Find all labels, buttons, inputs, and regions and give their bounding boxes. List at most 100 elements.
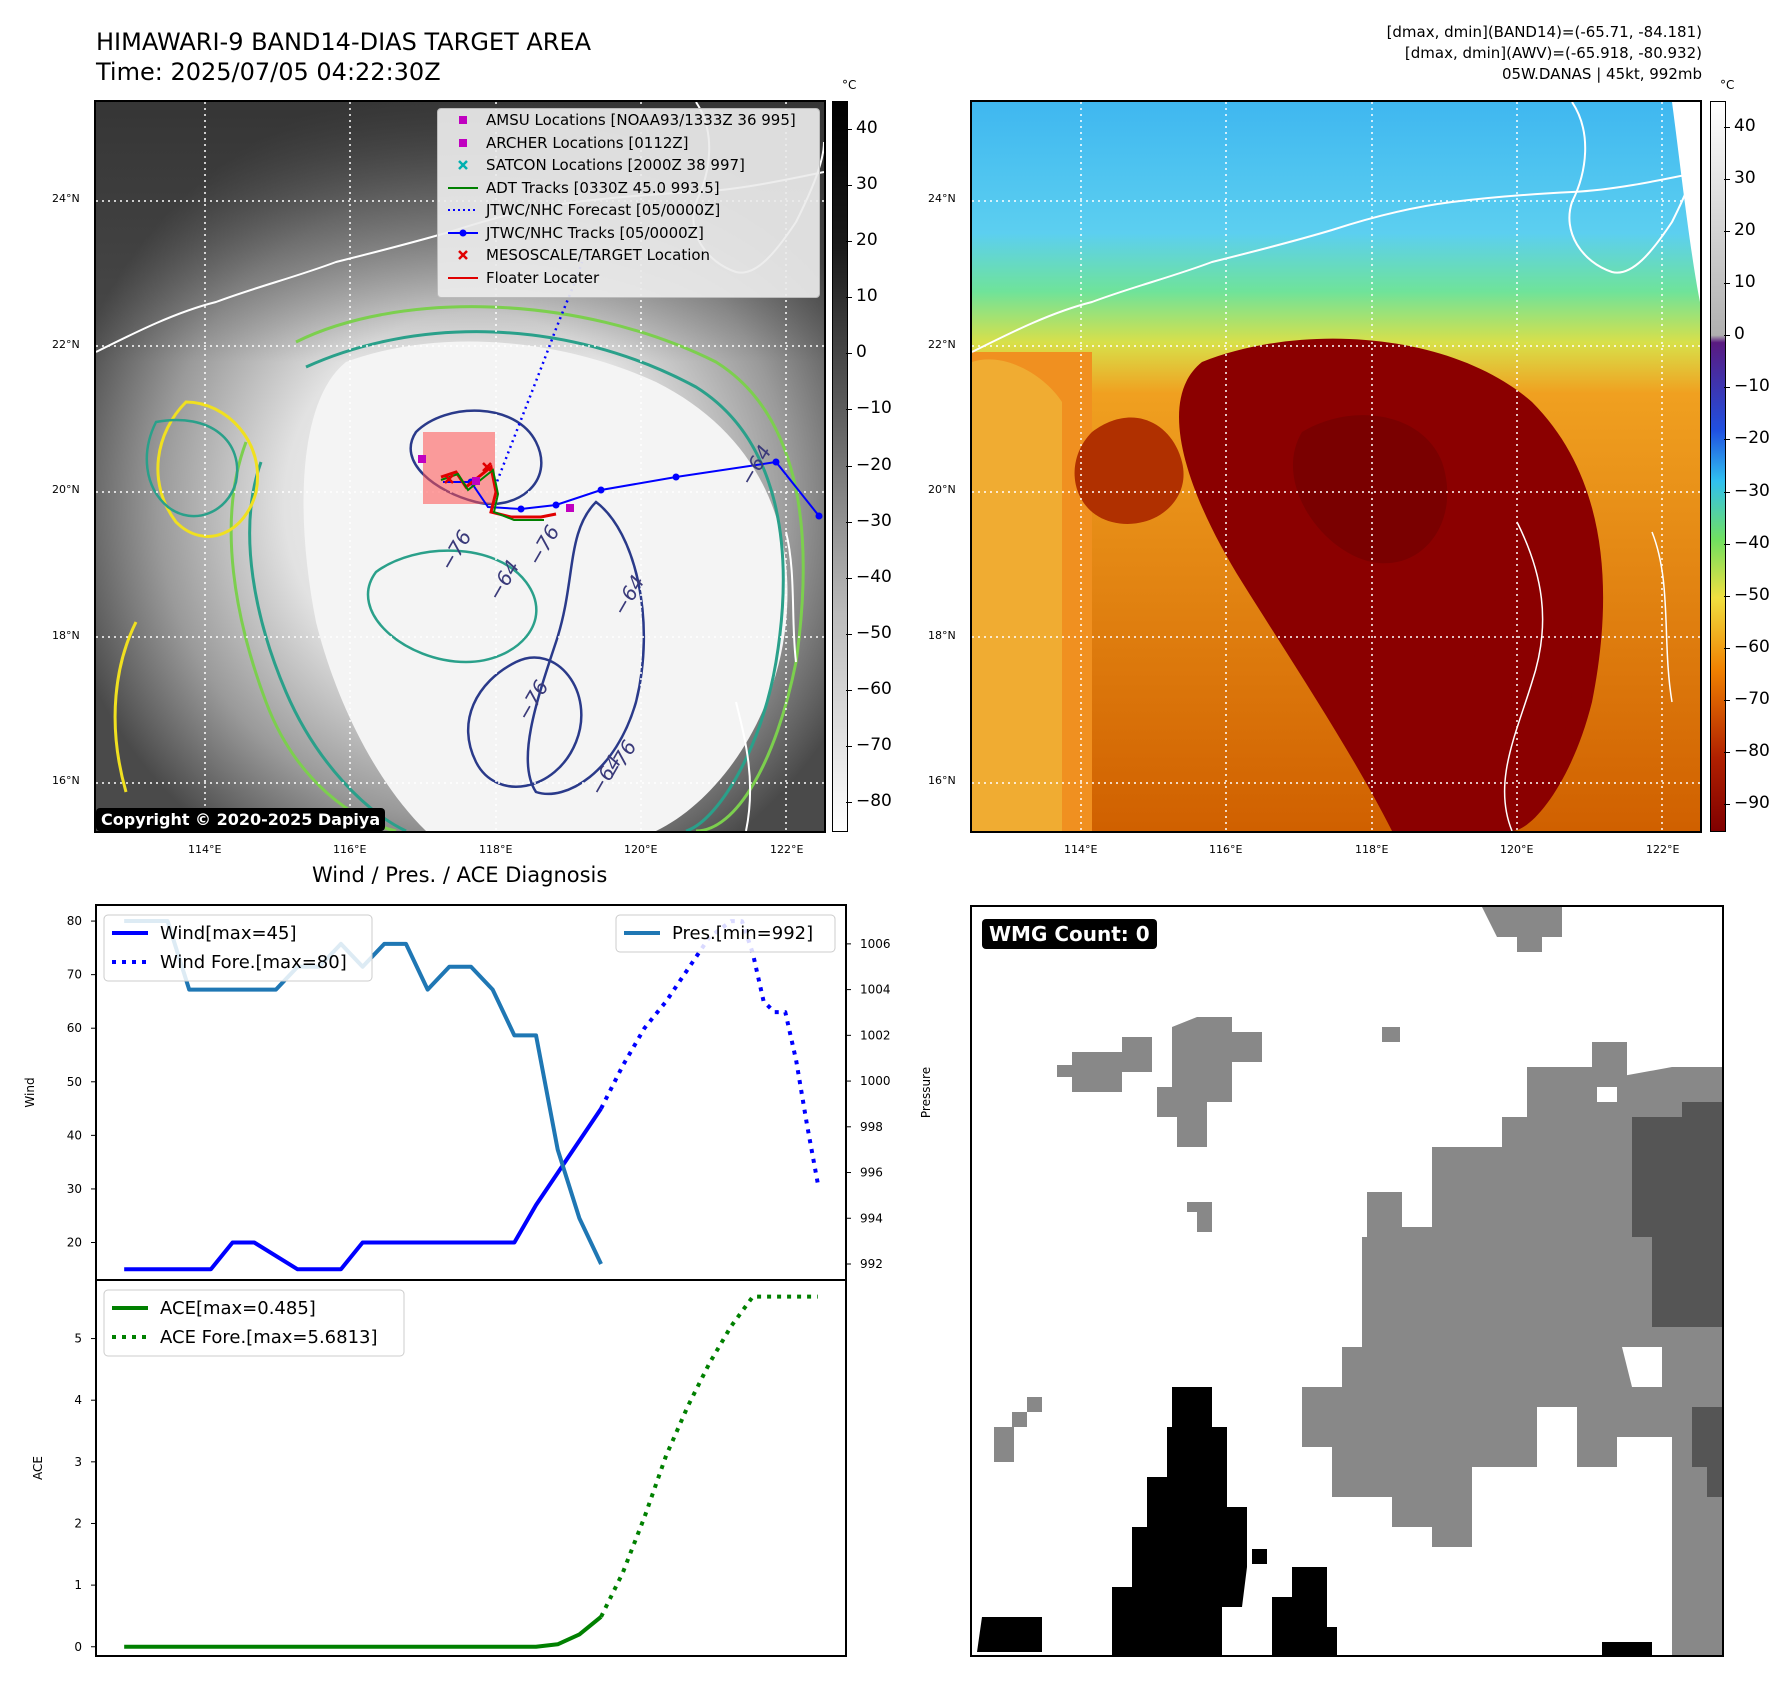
colorbar-tick-label: −40 bbox=[856, 566, 892, 587]
colorbar-tick bbox=[1724, 803, 1730, 805]
colorbar-tick bbox=[1724, 699, 1730, 701]
legend-label: SATCON Locations [2000Z 38 997] bbox=[486, 156, 745, 174]
legend-text: Pres.[min=992] bbox=[672, 923, 813, 944]
colorbar-tick bbox=[1724, 179, 1730, 181]
lon-label: 114°E bbox=[1064, 843, 1098, 856]
ace-tick-label: 5 bbox=[74, 1332, 82, 1346]
colorbar-tick bbox=[846, 185, 852, 187]
colorbar-tick bbox=[1724, 595, 1730, 597]
colorbar-tick bbox=[1724, 543, 1730, 545]
colorbar-tick bbox=[1724, 439, 1730, 441]
legend-label: AMSU Locations [NOAA93/1333Z 36 995] bbox=[486, 111, 796, 129]
colorbar-tick-label: −20 bbox=[1734, 428, 1770, 449]
colorbar-tick bbox=[846, 353, 852, 355]
legend-entry: ARCHER Locations [0112Z] bbox=[438, 132, 819, 155]
figure-title: HIMAWARI-9 BAND14-DIAS TARGET AREA bbox=[96, 28, 592, 56]
y-tick-label: 70 bbox=[67, 968, 82, 982]
colorbar-tick-label: −30 bbox=[856, 510, 892, 531]
colorbar-tick-label: 40 bbox=[1734, 116, 1756, 137]
awv-map-svg bbox=[972, 102, 1700, 831]
colorbar-tick-label: −10 bbox=[1734, 376, 1770, 397]
lon-label: 114°E bbox=[188, 843, 222, 856]
info-band14: [dmax, dmin](BAND14)=(-65.71, -84.181) bbox=[1386, 23, 1702, 41]
colorbar-tick-label: −50 bbox=[1734, 584, 1770, 605]
colorbar-tick bbox=[846, 465, 852, 467]
y-tick-label: 20 bbox=[67, 1236, 82, 1250]
colorbar-tick bbox=[846, 689, 852, 691]
legend-text: ACE Fore.[max=5.6813] bbox=[160, 1327, 378, 1348]
legend-text: Wind[max=45] bbox=[160, 923, 297, 944]
ace-series-line bbox=[124, 1615, 603, 1649]
y2-tick-label: 994 bbox=[860, 1211, 883, 1225]
legend-label: JTWC/NHC Forecast [05/0000Z] bbox=[486, 201, 721, 219]
y2-tick-label: 998 bbox=[860, 1120, 883, 1134]
legend-label: Floater Locater bbox=[486, 268, 600, 287]
colorbar-tick bbox=[1724, 647, 1730, 649]
wind-legend: Wind[max=45] Wind Fore.[max=80] bbox=[103, 914, 373, 982]
pressure-series-line bbox=[124, 919, 603, 1265]
colorbar-tick-label: 30 bbox=[856, 174, 878, 195]
figure-time: Time: 2025/07/05 04:22:30Z bbox=[96, 58, 441, 86]
colorbar-tick bbox=[1724, 491, 1730, 493]
copyright-badge: Copyright © 2020-2025 Dapiya bbox=[96, 808, 386, 831]
y2-tick-label: 996 bbox=[860, 1166, 883, 1180]
colorbar-tick bbox=[846, 577, 852, 579]
lon-label: 116°E bbox=[333, 843, 367, 856]
lon-label: 118°E bbox=[479, 843, 513, 856]
legend-symbol-icon bbox=[448, 229, 478, 236]
legend-entry: AMSU Locations [NOAA93/1333Z 36 995] bbox=[438, 109, 819, 132]
legend-symbol-icon bbox=[458, 160, 468, 170]
colorbar-tick-label: 10 bbox=[1734, 272, 1756, 293]
colorbar-tick-label: 0 bbox=[856, 342, 867, 363]
awv-map bbox=[970, 100, 1702, 833]
y-tick-label: 40 bbox=[67, 1128, 82, 1142]
lat-label: 18°N bbox=[52, 629, 80, 642]
colorbar-tick-label: −80 bbox=[856, 790, 892, 811]
lat-label: 22°N bbox=[52, 338, 80, 351]
colorbar-tick-label: 20 bbox=[1734, 220, 1756, 241]
y2-tick-label: 1002 bbox=[860, 1028, 891, 1042]
colorbar-tick bbox=[846, 129, 852, 131]
right-colorbar bbox=[1710, 101, 1726, 832]
colorbar-tick-label: −90 bbox=[1734, 792, 1770, 813]
ace-tick-label: 3 bbox=[74, 1455, 82, 1469]
ace-panel-frame bbox=[95, 1279, 847, 1657]
colorbar-tick bbox=[1724, 387, 1730, 389]
legend-label: ADT Tracks [0330Z 45.0 993.5] bbox=[486, 178, 720, 197]
ace-tick-label: 0 bbox=[74, 1640, 82, 1654]
colorbar-tick bbox=[846, 801, 852, 803]
lon-label: 120°E bbox=[624, 843, 658, 856]
colorbar-tick bbox=[846, 745, 852, 747]
legend-symbol-icon bbox=[448, 209, 478, 211]
colorbar-tick bbox=[1724, 751, 1730, 753]
colorbar-tick bbox=[846, 521, 852, 523]
pressure-axis-label: Pressure bbox=[919, 1067, 933, 1118]
colorbar-tick-label: −70 bbox=[1734, 688, 1770, 709]
legend-entry: JTWC/NHC Forecast [05/0000Z] bbox=[438, 199, 819, 222]
colorbar-tick-label: −20 bbox=[856, 454, 892, 475]
map-legend: AMSU Locations [NOAA93/1333Z 36 995] ARCH… bbox=[437, 108, 820, 298]
y-tick-label: 60 bbox=[67, 1021, 82, 1035]
colorbar-tick bbox=[846, 409, 852, 411]
pressure-legend: Pres.[min=992] bbox=[615, 914, 836, 953]
colorbar-tick-label: 40 bbox=[856, 118, 878, 139]
lat-label: 20°N bbox=[52, 483, 80, 496]
left-colorbar bbox=[832, 101, 848, 832]
colorbar-tick bbox=[1724, 283, 1730, 285]
colorbar-tick-label: 30 bbox=[1734, 168, 1756, 189]
lat-label: 16°N bbox=[52, 774, 80, 787]
lat-label: 24°N bbox=[52, 192, 80, 205]
legend-entry: MESOSCALE/TARGET Location bbox=[438, 244, 819, 267]
colorbar-tick-label: −60 bbox=[856, 678, 892, 699]
colorbar-tick bbox=[846, 297, 852, 299]
legend-entry: SATCON Locations [2000Z 38 997] bbox=[438, 154, 819, 177]
ace-axis-label: ACE bbox=[31, 1456, 45, 1480]
left-colorbar-unit: °C bbox=[842, 78, 857, 92]
colorbar-tick-label: −50 bbox=[856, 622, 892, 643]
diagnosis-title: Wind / Pres. / ACE Diagnosis bbox=[312, 863, 608, 887]
colorbar-tick bbox=[1724, 127, 1730, 129]
legend-symbol-icon bbox=[459, 116, 467, 124]
wmg-count-badge: WMG Count: 0 bbox=[982, 919, 1157, 949]
wind-forecast-series-line bbox=[599, 919, 820, 1184]
info-awv: [dmax, dmin](AWV)=(-65.918, -80.932) bbox=[1404, 44, 1702, 62]
